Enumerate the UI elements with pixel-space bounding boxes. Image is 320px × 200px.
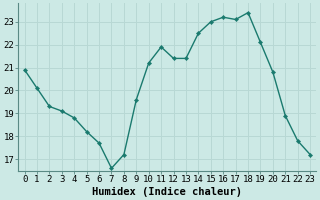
X-axis label: Humidex (Indice chaleur): Humidex (Indice chaleur)	[92, 186, 242, 197]
